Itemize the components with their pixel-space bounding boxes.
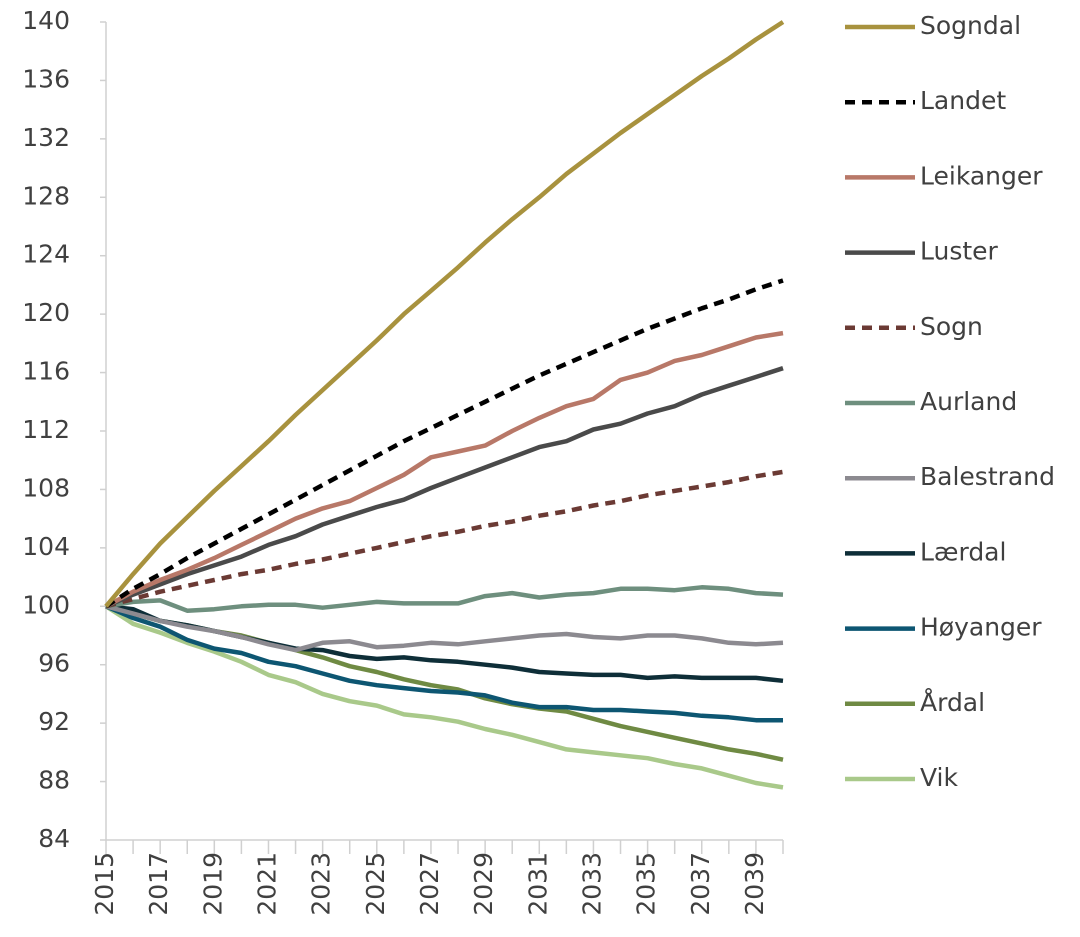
legend-label: Luster	[920, 237, 999, 266]
x-tick-label: 2029	[469, 852, 498, 916]
legend-label: Vik	[920, 763, 958, 792]
series-line	[105, 469, 784, 609]
x-tick-label: 2033	[577, 852, 606, 916]
legend-label: Leikanger	[920, 161, 1043, 190]
y-tick-label: 120	[22, 298, 70, 327]
y-tick-label: 132	[22, 123, 70, 152]
y-tick-label: 124	[22, 240, 70, 269]
series-line	[105, 585, 784, 613]
legend-label: Sogn	[920, 312, 983, 341]
y-tick-label: 112	[22, 415, 70, 444]
series-line	[105, 366, 784, 609]
legend-label: Aurland	[920, 387, 1017, 416]
y-tick-label: 100	[22, 590, 70, 619]
y-tick-label: 92	[38, 707, 70, 736]
x-tick-label: 2023	[307, 852, 336, 916]
legend-label: Årdal	[920, 688, 985, 717]
y-tick-label: 104	[22, 532, 70, 561]
series-line	[104, 20, 785, 608]
series-line	[105, 604, 783, 723]
legend-label: Sogndal	[920, 11, 1021, 40]
y-tick-label: 128	[22, 181, 70, 210]
x-tick-label: 2015	[90, 852, 119, 916]
x-tick-label: 2019	[198, 852, 227, 916]
x-tick-label: 2031	[523, 852, 552, 916]
y-tick-label: 136	[22, 64, 70, 93]
legend-label: Landet	[920, 86, 1006, 115]
x-tick-label: 2039	[740, 852, 769, 916]
legend-label: Lærdal	[920, 537, 1006, 566]
y-tick-label: 108	[22, 473, 70, 502]
y-tick-label: 96	[38, 649, 70, 678]
y-tick-label: 116	[22, 357, 70, 386]
series-line	[104, 278, 784, 609]
legend-label: Balestrand	[920, 462, 1055, 491]
series-line	[104, 604, 784, 790]
x-tick-label: 2037	[686, 852, 715, 916]
y-tick-label: 88	[38, 766, 70, 795]
x-tick-label: 2017	[144, 852, 173, 916]
y-tick-label: 140	[22, 6, 70, 35]
x-tick-label: 2027	[415, 852, 444, 916]
series-line	[104, 330, 784, 609]
series-line	[105, 604, 784, 653]
x-tick-label: 2035	[632, 852, 661, 916]
x-tick-label: 2021	[252, 852, 281, 916]
x-tick-label: 2025	[361, 852, 390, 916]
y-tick-label: 84	[38, 824, 70, 853]
legend-label: Høyanger	[920, 613, 1042, 642]
